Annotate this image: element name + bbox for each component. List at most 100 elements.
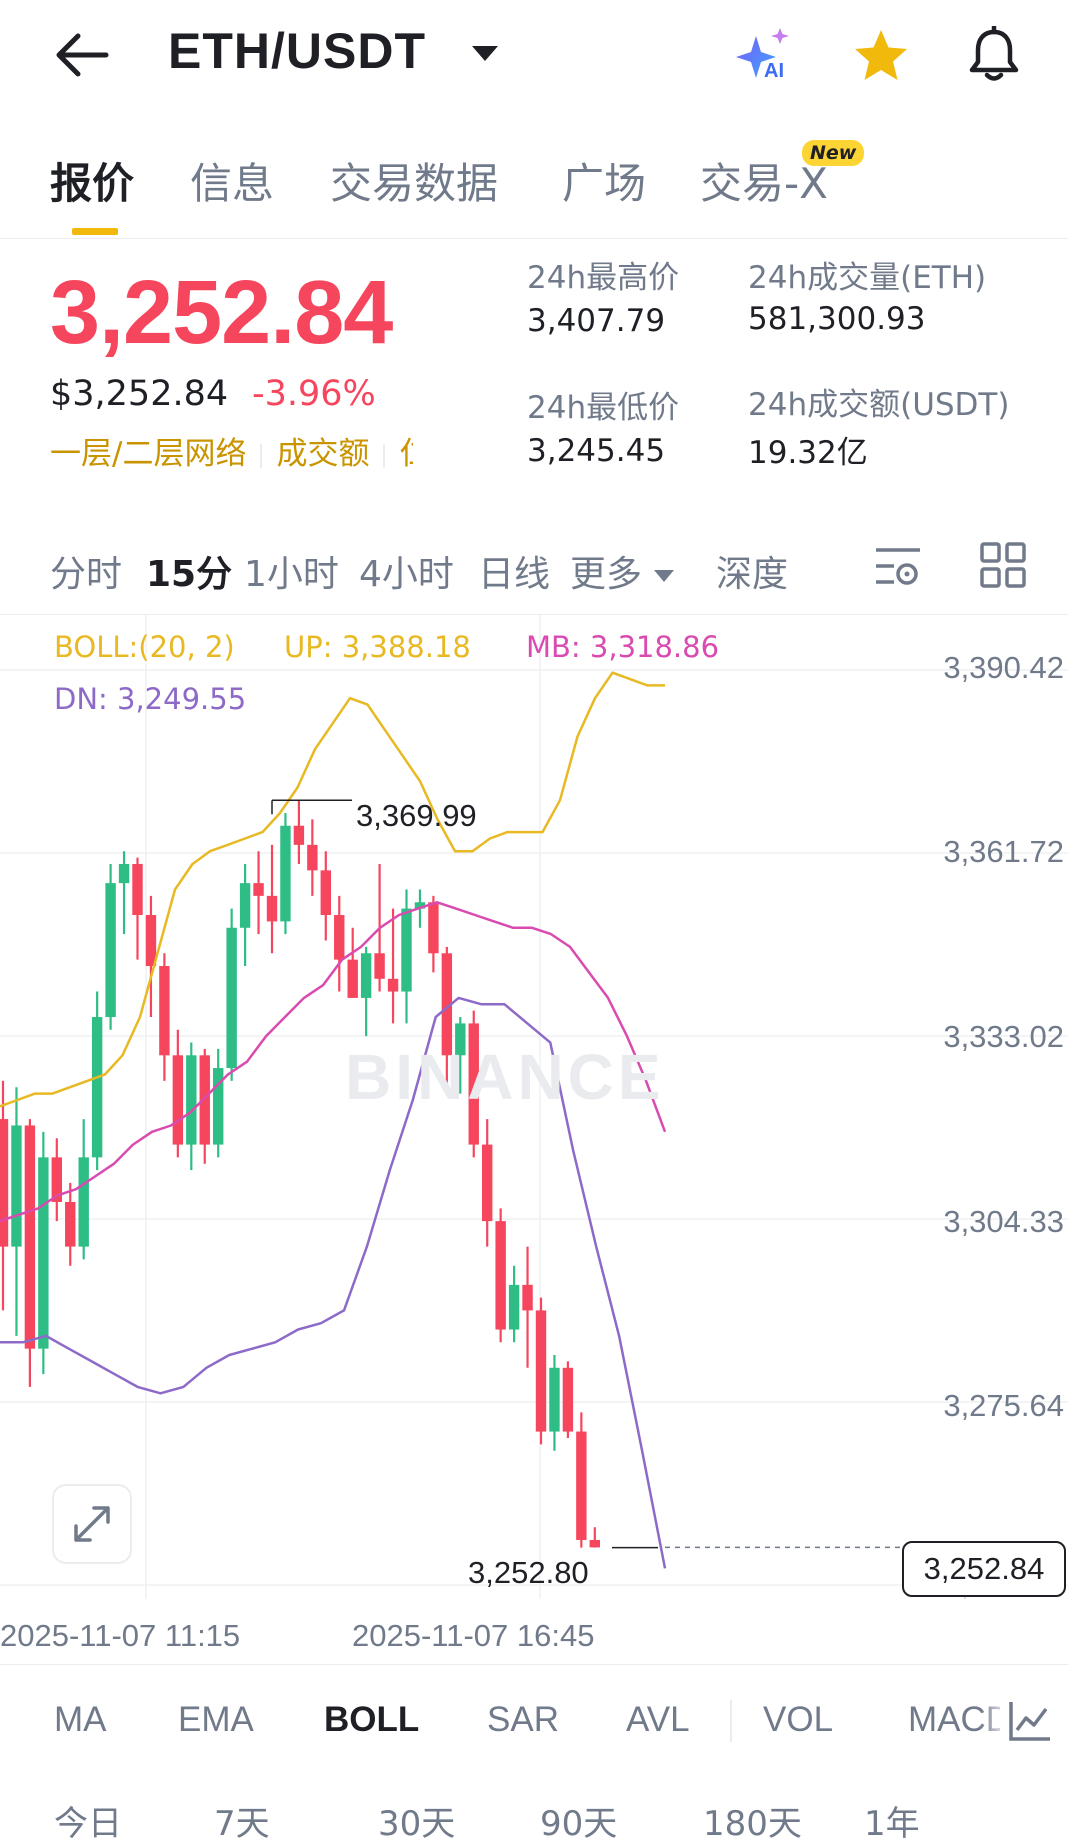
candle-body	[428, 902, 439, 954]
period-1y[interactable]: 1年	[864, 1804, 920, 1844]
candle-body	[468, 1023, 479, 1145]
period-7d[interactable]: 7天	[214, 1804, 270, 1844]
tf-15m[interactable]: 15分	[146, 554, 233, 595]
y-tick: 3,333.02	[943, 1019, 1064, 1054]
period-180d[interactable]: 180天	[703, 1804, 802, 1844]
candle-body	[38, 1157, 49, 1349]
candlestick-chart[interactable]	[0, 615, 1068, 1615]
candle-body	[226, 927, 237, 1069]
indicator-fade	[980, 1690, 1010, 1750]
candle-body	[253, 883, 264, 896]
boll-up-line	[0, 671, 665, 1108]
tf-1h[interactable]: 1小时	[244, 554, 339, 595]
candle-body	[293, 825, 305, 845]
indicator-settings-icon[interactable]	[1008, 1700, 1052, 1742]
candle-body	[549, 1367, 560, 1432]
tf-line[interactable]: 分时	[50, 554, 123, 595]
boll-legend-label: BOLL:(20, 2)	[54, 630, 235, 664]
indicator-ma[interactable]: MA	[54, 1700, 107, 1739]
tab-trade-data[interactable]: 交易数据	[330, 159, 499, 208]
candle-body	[360, 953, 372, 998]
bell-icon[interactable]	[966, 26, 1022, 84]
tag-turnover[interactable]: 成交额	[276, 436, 370, 472]
period-30d[interactable]: 30天	[378, 1804, 456, 1844]
candle-body	[320, 870, 331, 916]
boll-legend-up: UP: 3,388.18	[284, 630, 471, 664]
high-value: 3,407.79	[527, 303, 666, 339]
tf-4h[interactable]: 4小时	[359, 554, 454, 595]
candle-body	[105, 883, 116, 1018]
tabs-divider	[0, 238, 1068, 239]
tab-square[interactable]: 广场	[562, 159, 647, 208]
low-value: 3,245.45	[527, 433, 666, 469]
tf-1d[interactable]: 日线	[478, 554, 551, 595]
candle-body	[347, 959, 358, 998]
boll-dn-line	[0, 996, 667, 1569]
expand-icon	[74, 1506, 110, 1542]
back-arrow-icon[interactable]	[54, 30, 110, 80]
turnover-value: 19.32亿	[748, 435, 868, 471]
y-tick: 3,304.33	[943, 1204, 1064, 1239]
chevron-down-icon[interactable]	[470, 44, 500, 64]
period-today[interactable]: 今日	[54, 1804, 122, 1844]
binance-watermark: BINANCE	[345, 1041, 665, 1113]
y-tick: 3,361.72	[943, 834, 1064, 869]
tf-depth[interactable]: 深度	[716, 554, 789, 595]
candle-body	[280, 825, 291, 922]
boll-legend-mb: MB: 3,318.86	[526, 630, 720, 664]
candle-body	[51, 1157, 62, 1202]
tab-info[interactable]: 信息	[190, 159, 275, 208]
candle-body	[78, 1157, 89, 1247]
tab-quote[interactable]: 报价	[50, 159, 135, 208]
ai-label: AI	[764, 60, 784, 82]
volume-label: 24h成交量(ETH)	[748, 260, 987, 296]
low-marker-label: 3,252.80	[468, 1555, 589, 1590]
tab-trade-x[interactable]: 交易-X	[700, 159, 828, 208]
star-favorite-icon[interactable]	[852, 28, 910, 84]
candle-body	[11, 1125, 22, 1247]
last-price: 3,252.84	[50, 263, 393, 363]
period-90d[interactable]: 90天	[540, 1804, 618, 1844]
indicator-boll[interactable]: BOLL	[324, 1700, 420, 1739]
low-label: 24h最低价	[527, 390, 680, 426]
high-marker-label: 3,369.99	[356, 798, 477, 833]
boll-legend-dn: DN: 3,249.55	[54, 682, 247, 716]
high-label: 24h最高价	[527, 260, 680, 296]
change-percent: -3.96%	[252, 374, 376, 414]
candle-body	[374, 953, 385, 979]
candle-body	[118, 863, 130, 884]
usd-price: $3,252.84	[50, 374, 229, 414]
indicator-divider	[0, 1664, 1068, 1665]
candle-body	[414, 902, 426, 909]
pair-title[interactable]: ETH/USDT	[168, 23, 426, 79]
candle-body	[589, 1539, 600, 1548]
indicator-avl[interactable]: AVL	[626, 1700, 690, 1739]
candle-body	[576, 1431, 587, 1540]
layout-grid-icon[interactable]	[980, 542, 1026, 588]
indicator-vol[interactable]: VOL	[763, 1700, 834, 1739]
turnover-label: 24h成交额(USDT)	[748, 387, 1010, 423]
category-tags: 一层/二层网络成交额仁	[50, 428, 413, 473]
candle-body	[132, 863, 143, 916]
candle-body	[24, 1125, 36, 1349]
candle-body	[199, 1055, 210, 1145]
indicator-sar[interactable]: SAR	[487, 1700, 559, 1739]
tf-more[interactable]: 更多	[570, 545, 675, 597]
tag-truncated[interactable]: 仁	[399, 428, 413, 473]
candle-body	[562, 1367, 574, 1432]
fullscreen-button[interactable]	[52, 1484, 132, 1564]
tag-layer-network[interactable]: 一层/二层网络	[50, 436, 247, 472]
tag-separator	[383, 443, 386, 468]
candle-body	[0, 1119, 9, 1247]
candle-body	[159, 966, 170, 1056]
ai-assistant-button[interactable]: AI	[734, 26, 798, 86]
indicator-ema[interactable]: EMA	[178, 1700, 254, 1739]
candle-body	[65, 1201, 76, 1247]
chart-settings-icon[interactable]	[874, 544, 922, 588]
y-tick: 3,390.42	[943, 650, 1064, 685]
chart-top-divider	[0, 614, 1068, 615]
caret-down-icon	[654, 570, 675, 582]
candle-body	[508, 1284, 520, 1330]
tag-separator	[260, 443, 263, 468]
candle-body	[455, 1023, 466, 1056]
